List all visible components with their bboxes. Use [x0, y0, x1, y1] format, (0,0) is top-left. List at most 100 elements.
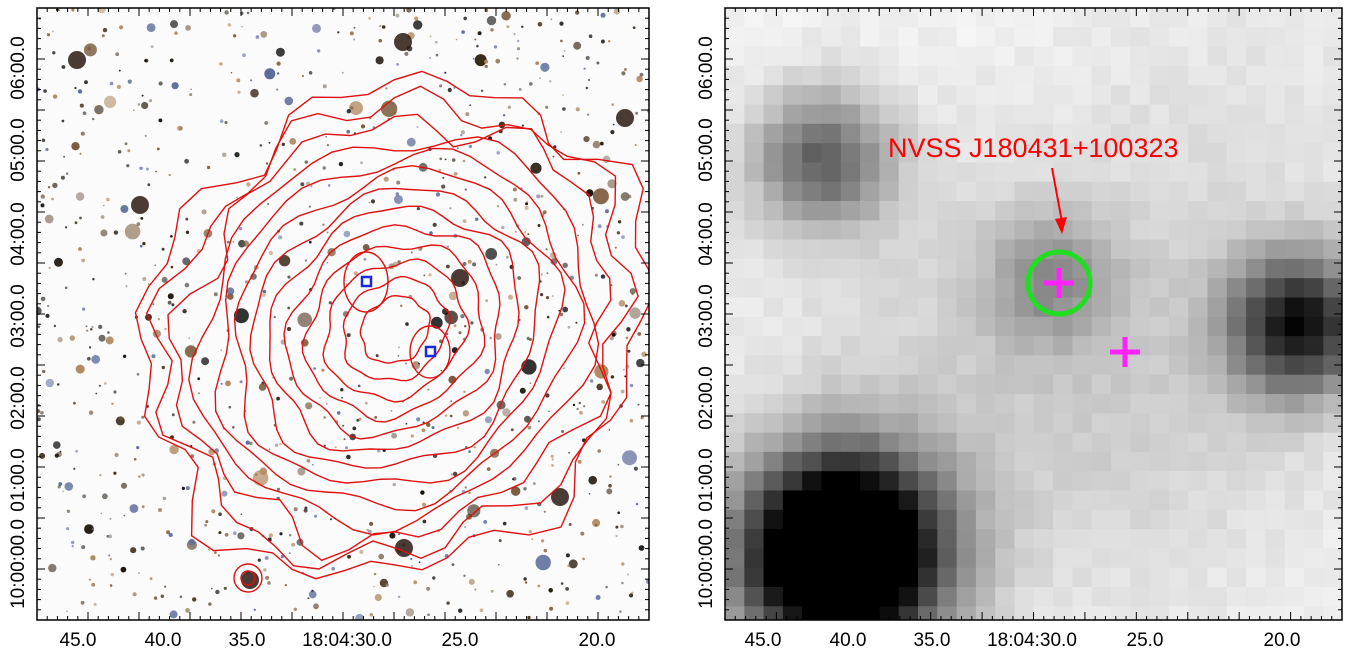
annotation-arrow	[1051, 167, 1063, 223]
image-pixel	[1014, 509, 1035, 530]
star	[145, 167, 149, 171]
image-pixel	[1091, 548, 1112, 569]
star	[287, 275, 291, 279]
image-pixel	[1072, 471, 1093, 492]
image-pixel	[1111, 567, 1131, 588]
image-pixel	[1168, 8, 1189, 28]
image-pixel	[1246, 567, 1266, 588]
image-pixel	[879, 297, 900, 318]
star	[185, 230, 190, 234]
star	[89, 346, 92, 349]
image-pixel	[1323, 432, 1342, 453]
image-pixel	[1226, 606, 1247, 620]
star	[617, 220, 622, 224]
image-pixel	[956, 201, 977, 221]
image-pixel	[1188, 220, 1209, 241]
image-pixel	[1014, 46, 1035, 67]
image-pixel	[1168, 374, 1189, 395]
star	[405, 362, 407, 365]
star	[107, 331, 110, 334]
image-pixel	[1188, 297, 1209, 318]
star	[517, 276, 522, 280]
star	[326, 261, 329, 264]
star	[233, 308, 249, 324]
star	[507, 105, 511, 109]
star	[510, 428, 514, 432]
image-pixel	[802, 548, 823, 569]
image-pixel	[1284, 606, 1305, 620]
image-pixel	[860, 258, 880, 279]
image-pixel	[1091, 123, 1112, 144]
star	[94, 105, 104, 115]
star	[242, 53, 246, 58]
image-pixel	[821, 413, 842, 434]
image-pixel	[782, 587, 803, 607]
image-pixel	[782, 46, 803, 67]
image-pixel	[802, 316, 823, 337]
star	[184, 158, 190, 164]
image-pixel	[918, 587, 938, 607]
image-pixel	[898, 355, 919, 376]
bright-star	[395, 539, 413, 557]
image-pixel	[1014, 123, 1035, 144]
image-pixel	[1014, 355, 1035, 376]
star	[297, 467, 306, 476]
image-pixel	[1265, 509, 1286, 530]
image-pixel	[1053, 123, 1073, 144]
image-pixel	[1149, 413, 1170, 434]
star	[280, 555, 284, 559]
star	[526, 336, 530, 340]
image-pixel	[1130, 509, 1151, 530]
image-pixel	[1111, 471, 1131, 492]
image-pixel	[1033, 258, 1054, 279]
image-pixel	[1246, 123, 1266, 144]
star	[426, 422, 431, 427]
star	[300, 182, 305, 187]
image-pixel	[821, 8, 842, 28]
image-pixel	[956, 336, 977, 356]
star	[639, 72, 644, 77]
image-pixel	[782, 490, 803, 511]
star	[460, 130, 465, 135]
image-pixel	[975, 8, 996, 28]
image-pixel	[995, 65, 1016, 86]
star	[152, 303, 155, 306]
image-pixel	[1130, 297, 1151, 318]
star	[521, 25, 524, 28]
star	[568, 451, 571, 454]
star	[100, 215, 105, 219]
image-pixel	[802, 490, 823, 511]
contour-line	[233, 164, 566, 484]
image-pixel	[860, 394, 880, 414]
star	[276, 396, 280, 401]
star	[477, 31, 482, 36]
star	[54, 453, 59, 458]
image-pixel	[975, 65, 996, 86]
right-y-axis-labels: 10:00:00.0 01:00.0 02:00.0 03:00.0 04:00…	[696, 36, 717, 609]
star	[410, 251, 413, 254]
image-pixel	[860, 490, 880, 511]
image-pixel	[840, 374, 861, 395]
star	[441, 184, 446, 189]
star	[413, 580, 418, 585]
image-pixel	[821, 548, 842, 569]
star	[397, 595, 401, 599]
image-pixel	[782, 27, 803, 48]
star	[232, 426, 235, 429]
image-pixel	[898, 201, 919, 221]
star	[182, 309, 187, 314]
image-pixel	[1284, 509, 1305, 530]
image-pixel	[1091, 490, 1112, 511]
image-pixel	[1188, 587, 1209, 607]
image-pixel	[1207, 143, 1228, 163]
star	[635, 111, 639, 115]
image-pixel	[1304, 143, 1324, 163]
image-pixel	[995, 336, 1016, 356]
image-pixel	[1168, 567, 1189, 588]
star	[611, 103, 614, 106]
star	[346, 129, 351, 134]
image-pixel	[1091, 394, 1112, 414]
image-pixel	[1091, 413, 1112, 434]
star	[375, 354, 379, 358]
image-pixel	[956, 374, 977, 395]
